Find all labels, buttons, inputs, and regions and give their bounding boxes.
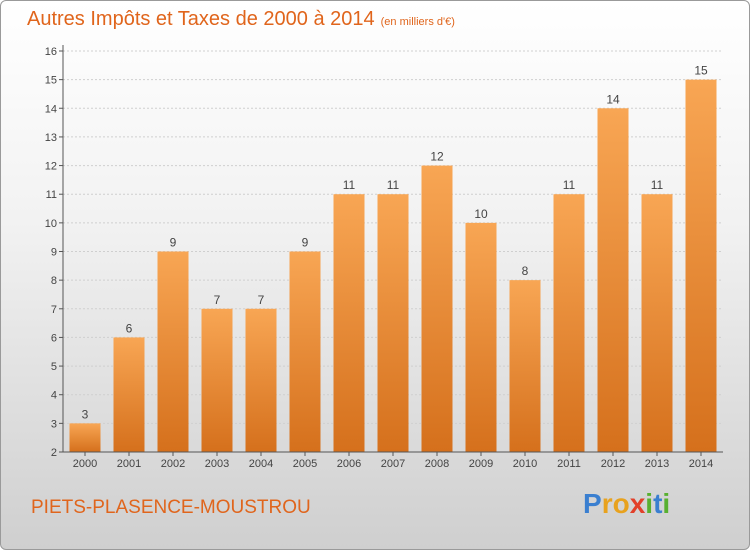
x-tick-label: 2000 (73, 458, 97, 470)
x-tick-label: 2005 (293, 458, 317, 470)
x-tick-label: 2009 (469, 458, 493, 470)
bar (553, 194, 585, 452)
x-tick-label: 2004 (249, 458, 273, 470)
data-label: 6 (126, 321, 133, 335)
chart-unit: (en milliers d'€) (380, 16, 455, 28)
x-tick-label: 2010 (513, 458, 537, 470)
logo-letter: P (583, 488, 602, 519)
bar (421, 165, 453, 453)
y-tick-label: 13 (45, 132, 57, 144)
bar (465, 222, 497, 452)
data-label: 3 (82, 407, 89, 421)
y-tick-label: 3 (51, 418, 57, 430)
bar (245, 308, 277, 452)
logo-letter: r (601, 488, 613, 519)
logo-letter: t (653, 488, 663, 519)
bar (113, 337, 145, 452)
bar (69, 423, 101, 452)
y-tick-label: 11 (46, 189, 57, 201)
bar (509, 280, 541, 452)
data-label: 15 (694, 64, 708, 78)
bar (333, 194, 365, 452)
y-tick-label: 4 (51, 390, 57, 402)
data-label: 9 (302, 236, 309, 250)
commune-name: PIETS-PLASENCE-MOUSTROU (31, 497, 311, 518)
x-tick-label: 2011 (557, 458, 581, 470)
x-tick-label: 2001 (117, 458, 141, 470)
chart-title: Autres Impôts et Taxes de 2000 à 2014 (en… (27, 8, 455, 31)
y-tick-label: 2 (51, 447, 57, 459)
x-tick-label: 2006 (337, 458, 361, 470)
x-tick-label: 2002 (161, 458, 185, 470)
y-tick-label: 5 (51, 361, 57, 373)
bar (685, 79, 717, 453)
logo-letter: x (629, 488, 646, 519)
y-tick-label: 10 (45, 218, 57, 230)
x-tick-label: 2003 (205, 458, 229, 470)
x-tick-label: 2013 (645, 458, 669, 470)
x-tick-label: 2008 (425, 458, 449, 470)
y-tick-label: 12 (45, 161, 57, 173)
y-tick-label: 9 (51, 247, 57, 259)
data-label: 9 (170, 236, 177, 250)
logo-letter: o (612, 488, 630, 519)
y-tick-label: 6 (51, 332, 57, 344)
data-label: 14 (606, 92, 620, 106)
data-label: 7 (258, 293, 265, 307)
logo-letter: i (662, 488, 671, 519)
bar (597, 108, 629, 453)
data-label: 11 (651, 178, 664, 192)
x-tick-label: 2012 (601, 458, 625, 470)
bar (377, 194, 409, 452)
y-tick-label: 16 (45, 46, 57, 58)
y-tick-label: 15 (45, 75, 57, 87)
proxiti-logo: Proxiti (583, 488, 670, 520)
x-tick-label: 2014 (689, 458, 713, 470)
logo-letter: i (645, 488, 654, 519)
data-label: 8 (522, 264, 529, 278)
y-tick-label: 8 (51, 275, 57, 287)
y-tick-label: 7 (51, 304, 57, 316)
y-tick-label: 14 (45, 103, 57, 115)
bar (201, 308, 233, 452)
bar (289, 251, 321, 452)
chart-title-text: Autres Impôts et Taxes de 2000 à 2014 (27, 8, 375, 30)
data-label: 11 (563, 178, 576, 192)
data-label: 10 (474, 207, 488, 221)
data-label: 7 (214, 293, 221, 307)
bar (157, 251, 189, 452)
x-tick-label: 2007 (381, 458, 405, 470)
data-label: 11 (387, 178, 400, 192)
data-label: 11 (343, 178, 356, 192)
data-label: 12 (430, 150, 444, 164)
bar (641, 194, 673, 452)
